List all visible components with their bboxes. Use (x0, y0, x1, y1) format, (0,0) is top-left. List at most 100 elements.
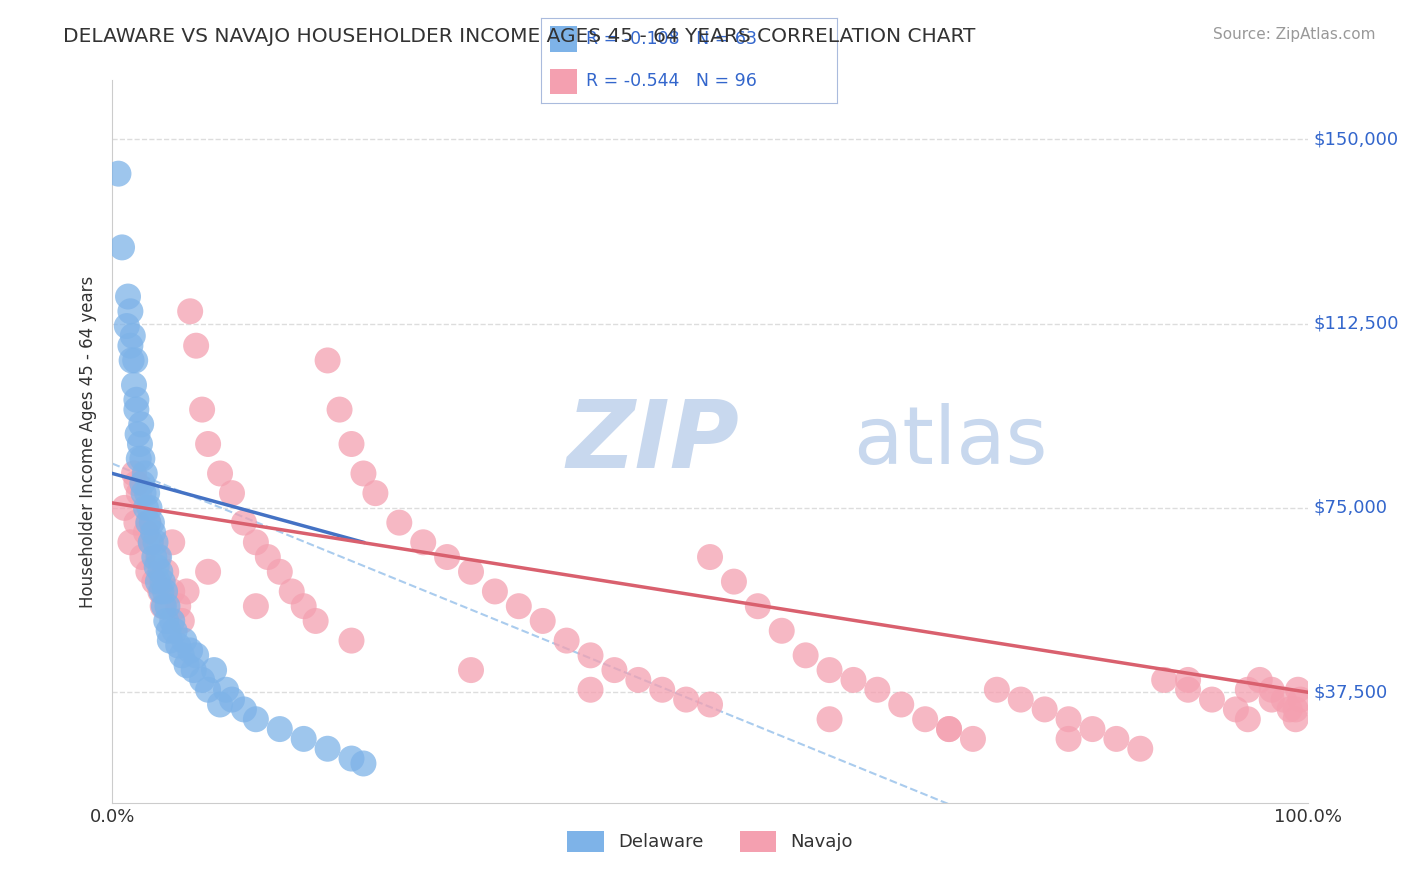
Point (914, 712, 936, 726)
Point (209, 698, 232, 712)
Point (125, 476, 148, 491)
Point (245, 712, 267, 726)
Point (115, 319, 138, 334)
Point (149, 565, 172, 579)
Point (143, 574, 166, 589)
Point (170, 648, 193, 663)
Point (159, 633, 181, 648)
Point (125, 402, 148, 417)
Point (128, 486, 150, 500)
Point (245, 599, 267, 614)
Text: R = -0.544   N = 96: R = -0.544 N = 96 (586, 72, 756, 90)
Point (1286, 682, 1309, 697)
Point (191, 673, 214, 687)
Point (1057, 731, 1080, 746)
Point (138, 516, 160, 530)
Text: $112,500: $112,500 (1313, 315, 1399, 333)
Point (818, 712, 841, 726)
Point (329, 402, 352, 417)
Point (138, 500, 160, 515)
Point (412, 535, 434, 549)
Point (179, 643, 201, 657)
Point (1177, 673, 1199, 687)
Point (1081, 722, 1104, 736)
Text: DELAWARE VS NAVAJO HOUSEHOLDER INCOME AGES 45 - 64 YEARS CORRELATION CHART: DELAWARE VS NAVAJO HOUSEHOLDER INCOME AG… (63, 27, 976, 45)
Point (155, 565, 177, 579)
Point (131, 476, 153, 491)
Point (148, 549, 170, 564)
Point (316, 353, 339, 368)
Bar (550, 26, 576, 52)
Point (531, 614, 554, 628)
Point (176, 658, 198, 673)
Point (938, 722, 960, 736)
Point (675, 692, 697, 706)
Point (257, 549, 280, 564)
Point (152, 574, 174, 589)
Point (191, 402, 214, 417)
Point (156, 599, 179, 614)
Point (157, 624, 180, 638)
Point (122, 378, 145, 392)
Legend: Delaware, Navajo: Delaware, Navajo (560, 823, 860, 859)
Text: Source: ZipAtlas.com: Source: ZipAtlas.com (1212, 27, 1375, 42)
Point (197, 437, 219, 451)
Point (723, 574, 745, 589)
Point (139, 535, 162, 549)
Point (1177, 682, 1199, 697)
Point (129, 437, 152, 451)
Point (134, 467, 156, 481)
Point (162, 535, 183, 549)
Point (1261, 682, 1284, 697)
Point (269, 722, 291, 736)
Point (120, 535, 142, 549)
Point (484, 584, 506, 599)
Point (107, 167, 129, 181)
Bar (550, 69, 576, 95)
Point (153, 584, 176, 599)
Point (145, 560, 167, 574)
Point (460, 565, 482, 579)
Point (197, 565, 219, 579)
Point (131, 451, 153, 466)
Point (183, 663, 205, 677)
Point (136, 486, 159, 500)
Point (1285, 712, 1308, 726)
Point (141, 516, 163, 530)
Point (508, 599, 530, 614)
Point (555, 633, 578, 648)
Point (138, 565, 160, 579)
Point (1225, 702, 1247, 716)
Point (1261, 692, 1284, 706)
Point (139, 535, 162, 549)
Point (1105, 731, 1128, 746)
Point (125, 392, 148, 407)
Point (986, 682, 1008, 697)
Point (747, 599, 769, 614)
Point (233, 516, 256, 530)
Point (1201, 692, 1223, 706)
Point (794, 648, 817, 663)
Point (388, 516, 411, 530)
Point (233, 702, 256, 716)
Text: $75,000: $75,000 (1313, 499, 1388, 516)
Point (111, 240, 134, 254)
Text: R = -0.108   N = 63: R = -0.108 N = 63 (586, 30, 756, 48)
Point (202, 663, 225, 677)
Point (146, 574, 169, 589)
Point (699, 549, 721, 564)
Point (1285, 702, 1308, 716)
Point (1153, 673, 1175, 687)
Point (162, 584, 183, 599)
Point (316, 741, 339, 756)
Point (603, 663, 626, 677)
Point (340, 633, 363, 648)
Point (153, 599, 176, 614)
Point (129, 417, 152, 432)
Text: ZIP: ZIP (567, 395, 740, 488)
Point (866, 682, 889, 697)
Point (938, 722, 960, 736)
Point (1057, 712, 1080, 726)
Point (167, 599, 190, 614)
Point (197, 682, 219, 697)
